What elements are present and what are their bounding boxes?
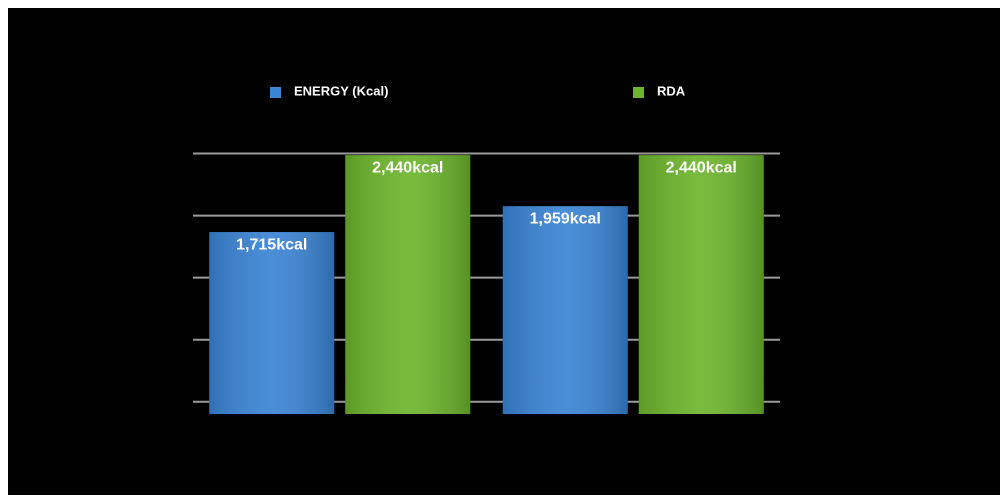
legend-swatch [270, 87, 281, 98]
bar-shading [209, 232, 335, 414]
value-label: 2,440kcal [666, 159, 737, 176]
bar-shading [345, 155, 471, 414]
value-label: 2,440kcal [372, 159, 443, 176]
bar-shading [638, 155, 764, 414]
legend-swatch [633, 87, 644, 98]
legend-text: RDA [657, 83, 686, 98]
value-label: 1,715kcal [236, 236, 307, 253]
bar-shading [502, 206, 628, 414]
legend-text: ENERGY (Kcal) [294, 83, 388, 98]
value-label: 1,959kcal [530, 210, 601, 227]
